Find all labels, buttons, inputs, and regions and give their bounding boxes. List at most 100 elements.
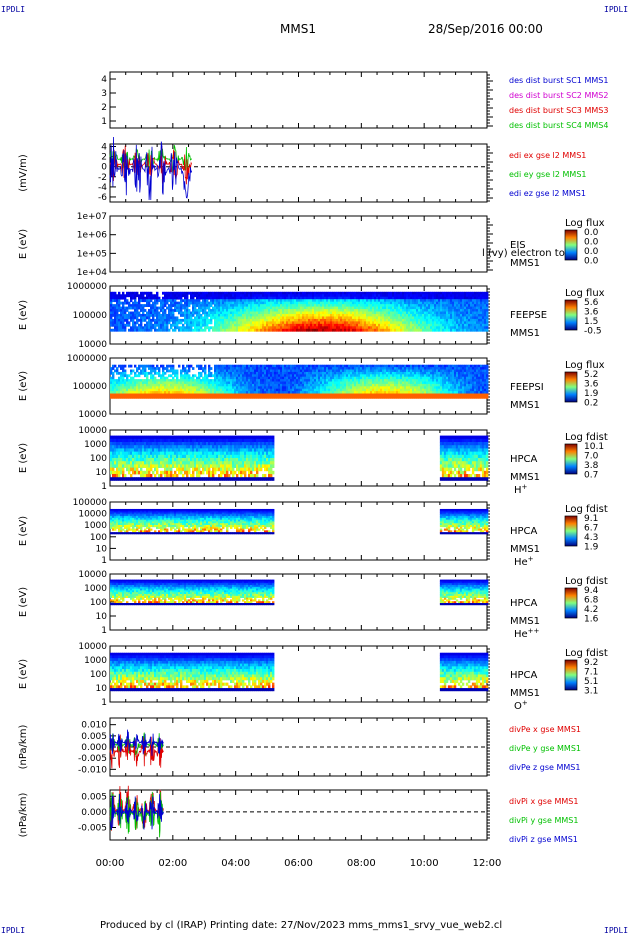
heatmap-cell	[118, 292, 120, 295]
heatmap-cell	[122, 377, 124, 380]
heatmap-cell	[200, 374, 202, 377]
heatmap-cell	[162, 370, 164, 373]
heatmap-cell	[138, 302, 140, 305]
heatmap-cell	[116, 312, 118, 315]
heatmap-cell	[142, 312, 144, 315]
y-tick-label: 1e+07	[77, 212, 107, 222]
heatmap-cell	[208, 365, 210, 368]
colorbar-value: 0.0	[584, 247, 599, 257]
heatmap-cell	[192, 297, 194, 300]
heatmap-cell	[154, 377, 156, 380]
heatmap-cell	[150, 372, 152, 375]
heatmap-cell	[154, 304, 156, 307]
spacecraft-label: MMS1	[510, 328, 540, 339]
heatmap-cell	[206, 299, 208, 302]
heatmap-cell	[208, 370, 210, 373]
heatmap-cell	[112, 374, 114, 377]
heatmap-cell	[118, 304, 120, 307]
heatmap-cell	[158, 297, 160, 300]
panel-frame	[110, 144, 487, 202]
legend-entry: des dist burst SC1 MMS1	[509, 76, 608, 85]
overlay-text: l (vy) electron to	[482, 248, 565, 259]
heatmap-cell	[124, 297, 126, 300]
heatmap-cell	[204, 367, 206, 370]
y-tick-label: 0	[101, 163, 107, 173]
heatmap-cell	[140, 324, 142, 327]
heatmap-cell	[140, 321, 142, 324]
heatmap-cell	[166, 324, 168, 327]
heatmap-cell	[166, 326, 168, 329]
heatmap-cell	[184, 367, 186, 370]
y-tick-label: 2	[101, 153, 107, 163]
heatmap-cell	[206, 316, 208, 319]
heatmap-cell	[122, 321, 124, 324]
heatmap-cell	[112, 372, 114, 375]
colorbar	[565, 372, 577, 402]
legend-entry: des dist burst SC2 MMS2	[509, 91, 608, 100]
heatmap-cell	[156, 302, 158, 305]
panel-frame	[110, 72, 487, 128]
heatmap-cell	[146, 374, 148, 377]
colorbar-value: -0.5	[584, 327, 602, 337]
heatmap-cell	[204, 309, 206, 312]
heatmap-cell	[162, 307, 164, 310]
heatmap-cell	[190, 326, 192, 329]
heatmap-cell	[124, 326, 126, 329]
y-tick-label: 1	[101, 117, 107, 127]
heatmap-cell	[194, 374, 196, 377]
y-tick-label: 1e+04	[77, 268, 108, 278]
heatmap-cell	[486, 299, 488, 302]
instrument-label: FEEPSE	[510, 310, 547, 321]
heatmap-cell	[136, 321, 138, 324]
heatmap-cell	[114, 365, 116, 368]
heatmap-cell	[206, 377, 208, 380]
heatmap-cell	[204, 365, 206, 368]
heatmap-cell	[186, 372, 188, 375]
heatmap-cell	[204, 329, 206, 332]
legend-entry: edi ez gse l2 MMS1	[509, 189, 586, 198]
heatmap-cell	[170, 326, 172, 329]
colorbar-value: 0.0	[584, 257, 599, 267]
heatmap-cell	[138, 312, 140, 315]
heatmap-cell	[116, 370, 118, 373]
heatmap-cell	[186, 297, 188, 300]
y-tick-label: 10000	[78, 410, 107, 420]
heatmap-cell	[110, 302, 112, 305]
heatmap-cell	[126, 377, 128, 380]
heatmap-cell	[142, 294, 144, 297]
colorbar	[565, 230, 577, 260]
heatmap-cell	[134, 372, 136, 375]
heatmap-cell	[142, 307, 144, 310]
heatmap-cell	[198, 299, 200, 302]
heatmap-cell	[486, 319, 488, 322]
heatmap-cell	[188, 374, 190, 377]
heatmap-cell	[158, 312, 160, 315]
heatmap-cell	[486, 329, 488, 332]
heatmap-cell	[178, 365, 180, 368]
heatmap-cell	[210, 304, 212, 307]
heatmap-cell	[136, 316, 138, 319]
heatmap-cell	[180, 309, 182, 312]
heatmap-cell	[148, 316, 150, 319]
heatmap-cell	[136, 292, 138, 295]
legend-entry: edi ey gse l2 MMS1	[509, 170, 587, 179]
heatmap-cell	[194, 307, 196, 310]
instrument-label: FEEPSI	[510, 382, 544, 393]
heatmap-cell	[146, 377, 148, 380]
heatmap-cell	[144, 309, 146, 312]
heatmap-cell	[138, 374, 140, 377]
heatmap-cell	[126, 319, 128, 322]
heatmap-cell	[134, 365, 136, 368]
heatmap-cell	[130, 365, 132, 368]
heatmap-cell	[170, 374, 172, 377]
heatmap-cell	[200, 372, 202, 375]
heatmap-cell	[128, 302, 130, 305]
heatmap-cell	[168, 321, 170, 324]
heatmap-cell	[174, 299, 176, 302]
heatmap-cell	[188, 309, 190, 312]
heatmap-cell	[200, 365, 202, 368]
heatmap-cell	[180, 297, 182, 300]
heatmap-cell	[144, 367, 146, 370]
heatmap-cell	[486, 316, 488, 319]
